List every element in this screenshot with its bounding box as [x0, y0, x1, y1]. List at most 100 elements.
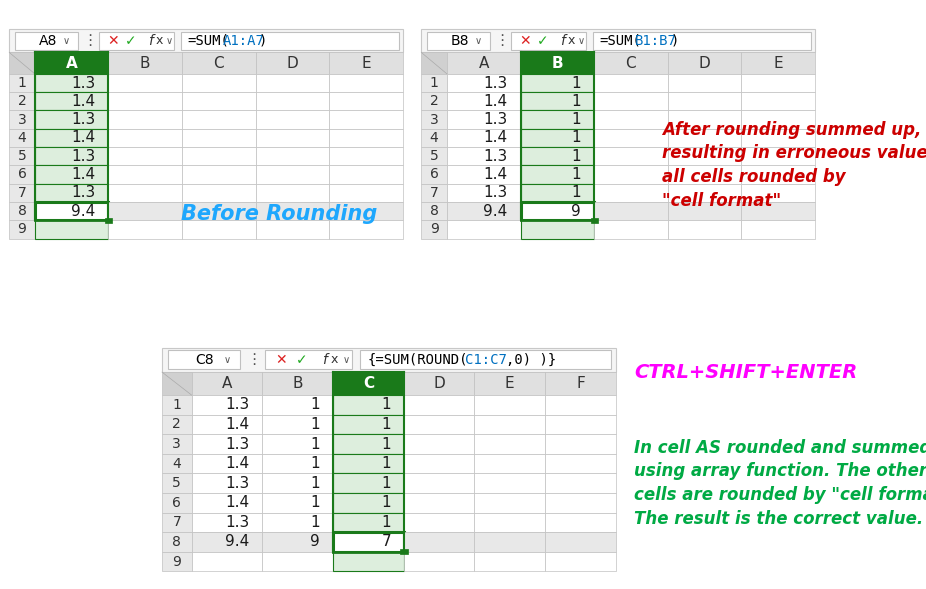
- Bar: [668, 52, 742, 74]
- Text: 1.3: 1.3: [225, 436, 249, 452]
- Bar: [162, 512, 192, 532]
- Bar: [35, 111, 108, 129]
- Bar: [421, 166, 447, 184]
- Text: 9: 9: [430, 223, 439, 236]
- Text: 1.4: 1.4: [483, 94, 507, 109]
- Text: 1.3: 1.3: [71, 112, 95, 127]
- Bar: [35, 220, 108, 239]
- Bar: [256, 202, 330, 220]
- Text: 1.3: 1.3: [225, 515, 249, 530]
- Bar: [333, 415, 404, 434]
- Bar: [256, 147, 330, 166]
- Bar: [262, 434, 333, 454]
- Text: D: D: [286, 55, 298, 71]
- Text: 1: 1: [310, 436, 320, 452]
- Bar: [474, 493, 545, 512]
- Bar: [35, 166, 108, 184]
- Bar: [9, 202, 35, 220]
- Bar: [447, 92, 520, 111]
- Bar: [168, 350, 241, 369]
- Bar: [262, 372, 333, 395]
- Bar: [545, 395, 616, 415]
- Bar: [447, 166, 520, 184]
- Text: A: A: [66, 55, 78, 71]
- Text: ✓: ✓: [125, 34, 136, 48]
- Text: 1.3: 1.3: [483, 75, 507, 91]
- Bar: [108, 202, 182, 220]
- Bar: [404, 532, 474, 552]
- Bar: [594, 184, 668, 202]
- Text: 8: 8: [430, 204, 439, 218]
- Bar: [192, 454, 262, 474]
- Bar: [447, 147, 520, 166]
- Bar: [404, 552, 474, 571]
- Text: 9: 9: [310, 534, 320, 550]
- Text: x: x: [156, 34, 163, 48]
- Text: 4: 4: [430, 131, 439, 145]
- Text: 1: 1: [571, 112, 581, 127]
- Bar: [262, 454, 333, 474]
- Bar: [35, 74, 108, 92]
- Text: A: A: [479, 55, 489, 71]
- Bar: [474, 372, 545, 395]
- Text: 7: 7: [18, 186, 27, 200]
- Text: 1: 1: [571, 130, 581, 145]
- Bar: [162, 395, 192, 415]
- Bar: [668, 92, 742, 111]
- Bar: [447, 129, 520, 147]
- Bar: [545, 532, 616, 552]
- Bar: [545, 434, 616, 454]
- Bar: [192, 532, 262, 552]
- Text: 7: 7: [430, 186, 439, 200]
- Text: In cell AS rounded and summed
using array function. The other
cells are rounded : In cell AS rounded and summed using arra…: [634, 439, 926, 528]
- Bar: [262, 512, 333, 532]
- Bar: [192, 512, 262, 532]
- Text: 1: 1: [382, 456, 391, 471]
- Bar: [108, 147, 182, 166]
- Text: CTRL+SHIFT+ENTER: CTRL+SHIFT+ENTER: [634, 363, 857, 382]
- Text: 5: 5: [18, 149, 27, 163]
- Bar: [742, 184, 815, 202]
- Text: 3: 3: [18, 112, 27, 127]
- Text: 1: 1: [382, 515, 391, 530]
- Bar: [9, 111, 35, 129]
- Bar: [404, 372, 474, 395]
- Bar: [594, 147, 668, 166]
- Bar: [256, 129, 330, 147]
- Bar: [192, 372, 262, 395]
- Bar: [35, 147, 108, 166]
- Text: x: x: [331, 353, 338, 366]
- Bar: [262, 493, 333, 512]
- Bar: [333, 532, 404, 552]
- Bar: [333, 434, 404, 454]
- Bar: [520, 220, 594, 239]
- Bar: [330, 92, 403, 111]
- Bar: [742, 111, 815, 129]
- Bar: [266, 350, 352, 369]
- Text: ✓: ✓: [537, 34, 548, 48]
- Text: 1.4: 1.4: [225, 495, 249, 510]
- Text: 1: 1: [382, 476, 391, 491]
- Bar: [333, 512, 404, 532]
- Text: ∨: ∨: [578, 36, 585, 46]
- Bar: [182, 202, 256, 220]
- Bar: [421, 220, 447, 239]
- Bar: [333, 493, 404, 512]
- Bar: [404, 434, 474, 454]
- Bar: [742, 220, 815, 239]
- Text: f: f: [321, 353, 327, 367]
- Bar: [9, 220, 35, 239]
- Text: 1: 1: [382, 398, 391, 412]
- Text: ∨: ∨: [475, 36, 482, 46]
- Text: 5: 5: [172, 476, 181, 490]
- Text: ,0) )}: ,0) )}: [507, 353, 557, 367]
- Bar: [591, 218, 597, 223]
- Bar: [262, 395, 333, 415]
- Bar: [421, 147, 447, 166]
- Text: 1.4: 1.4: [483, 167, 507, 182]
- Text: x: x: [568, 34, 575, 48]
- Bar: [162, 434, 192, 454]
- Text: f: f: [148, 34, 153, 48]
- Text: D: D: [698, 55, 710, 71]
- Text: 9: 9: [172, 554, 181, 568]
